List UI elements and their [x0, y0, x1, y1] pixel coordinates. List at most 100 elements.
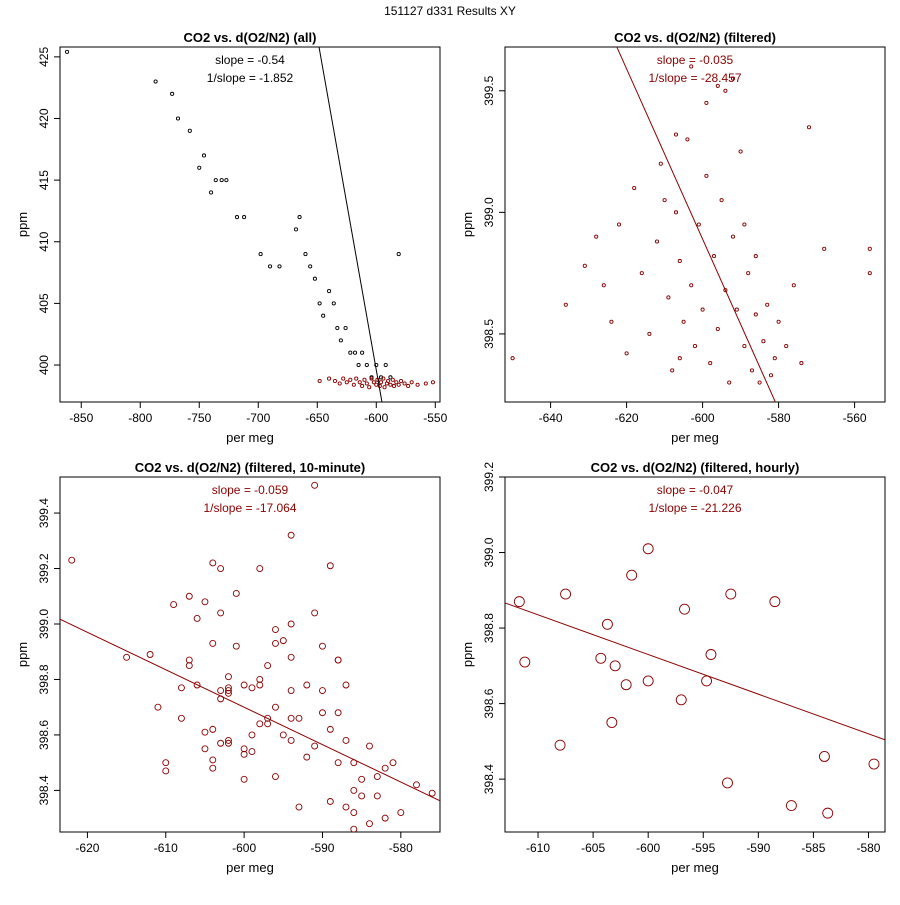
- chart-3-ytick-label: 398.4: [37, 775, 51, 805]
- chart-3-xtick-label: -610: [154, 841, 178, 855]
- chart-3-point: [123, 653, 131, 661]
- chart-3-point: [342, 681, 350, 689]
- chart-3-point: [185, 656, 193, 664]
- chart-3-point: [272, 703, 279, 711]
- chart-4-point: [868, 758, 880, 770]
- chart-1-point: [197, 165, 202, 170]
- chart-1-frame: [59, 46, 441, 403]
- chart-3-point: [146, 651, 154, 658]
- chart-1-annotation: slope = -0.54: [215, 53, 285, 67]
- chart-1-point: [335, 325, 340, 331]
- chart-3-point: [225, 739, 232, 747]
- chart-1-point: [415, 382, 420, 387]
- chart-2-point: [685, 137, 690, 142]
- chart-1-point: [362, 377, 367, 382]
- chart-1-point: [293, 227, 299, 232]
- chart-4-point: [705, 649, 717, 660]
- chart-3-point: [193, 681, 201, 689]
- chart-4-xtick-label: -585: [801, 841, 825, 855]
- chart-3-point: [209, 639, 217, 647]
- chart-4-point: [679, 603, 690, 615]
- chart-1-point: [242, 215, 247, 220]
- chart-4-point: [519, 656, 531, 668]
- chart-2-fit-line: [616, 47, 776, 402]
- chart-panel-4: CO2 vs. d(O2/N2) (filtered, hourly) -610 -…: [460, 460, 886, 875]
- chart-2-point: [867, 271, 872, 276]
- chart-3-point: [264, 714, 272, 722]
- chart-1-point: [394, 380, 399, 385]
- chart-3-point: [287, 714, 295, 722]
- chart-3-point: [193, 614, 201, 622]
- chart-1-point: [268, 264, 273, 269]
- chart-4-point: [822, 807, 834, 819]
- chart-1-point: [354, 376, 359, 381]
- chart-4-ytick-label: 398.8: [482, 613, 496, 643]
- chart-2-point: [708, 361, 713, 366]
- chart-3-point: [248, 731, 256, 739]
- chart-3-point: [397, 809, 405, 817]
- chart-3-point: [185, 592, 193, 600]
- chart-1-point: [406, 383, 411, 389]
- chart-3-points: [68, 481, 436, 832]
- chart-2-point: [632, 185, 637, 191]
- chart-4-xtick-label: -605: [581, 841, 605, 855]
- chart-4-point: [626, 569, 638, 581]
- chart-4-ytick-label: 398.6: [482, 688, 496, 718]
- chart-1-point: [332, 378, 338, 384]
- chart-3-point: [272, 626, 279, 633]
- chart-2-point: [784, 344, 789, 349]
- chart-3-point: [225, 687, 232, 695]
- chart-3-point: [209, 559, 217, 567]
- chart-1-point: [352, 350, 358, 355]
- chart-3-point: [334, 656, 342, 664]
- chart-4-points: [513, 543, 880, 819]
- chart-1-point: [386, 378, 391, 384]
- chart-2-point: [704, 173, 709, 178]
- chart-1-point: [357, 380, 362, 385]
- chart-1-annotation: 1/slope = -1.852: [207, 71, 294, 85]
- chart-2-point: [704, 100, 709, 105]
- chart-3-point: [162, 767, 170, 775]
- chart-2-annotation: 1/slope = -28.457: [648, 71, 741, 85]
- chart-3-ytick-label: 399.4: [37, 498, 51, 528]
- chart-1-point: [371, 380, 376, 385]
- chart-3-point: [272, 639, 279, 647]
- chart-2-point: [696, 222, 701, 227]
- chart-1-point: [338, 338, 343, 343]
- chart-4-xtick-label: -595: [691, 841, 715, 855]
- chart-3-point: [381, 764, 389, 772]
- chart-3-point: [428, 789, 436, 797]
- chart-2-point: [666, 295, 671, 300]
- chart-2-point: [616, 222, 622, 227]
- chart-3-ytick-label: 398.8: [37, 664, 51, 694]
- chart-1-point: [388, 375, 393, 380]
- chart-1-ytick-label: 405: [37, 293, 51, 313]
- chart-4-point: [818, 751, 830, 762]
- chart-3-xtick-label: -620: [75, 841, 99, 855]
- chart-4-xlabel: per meg: [671, 860, 719, 875]
- chart-3-point: [256, 565, 264, 572]
- chart-3-point: [232, 590, 240, 597]
- chart-1-point: [201, 153, 207, 158]
- chart-3-point: [303, 681, 311, 689]
- chart-2-point: [765, 302, 770, 307]
- chart-3-fit-line: [60, 618, 440, 802]
- chart-1-point: [327, 289, 332, 294]
- chart-3-ytick-label: 398.6: [37, 720, 51, 750]
- chart-1-point: [297, 215, 302, 220]
- chart-2-point: [510, 356, 515, 361]
- chart-2-xlabel: per meg: [671, 430, 719, 445]
- chart-3-point: [209, 756, 217, 764]
- chart-4-xtick-label: -610: [526, 841, 550, 855]
- chart-1-point: [399, 378, 404, 384]
- chart-2-point: [673, 132, 679, 137]
- chart-2-point: [753, 312, 758, 317]
- chart-1-ytick-label: 415: [37, 170, 51, 190]
- chart-1-point: [356, 362, 361, 368]
- chart-1-point: [409, 380, 414, 385]
- chart-4-point: [560, 588, 572, 600]
- chart-3-point: [326, 725, 334, 733]
- chart-1-xlabel: per meg: [226, 430, 274, 445]
- chart-2-point: [749, 368, 755, 373]
